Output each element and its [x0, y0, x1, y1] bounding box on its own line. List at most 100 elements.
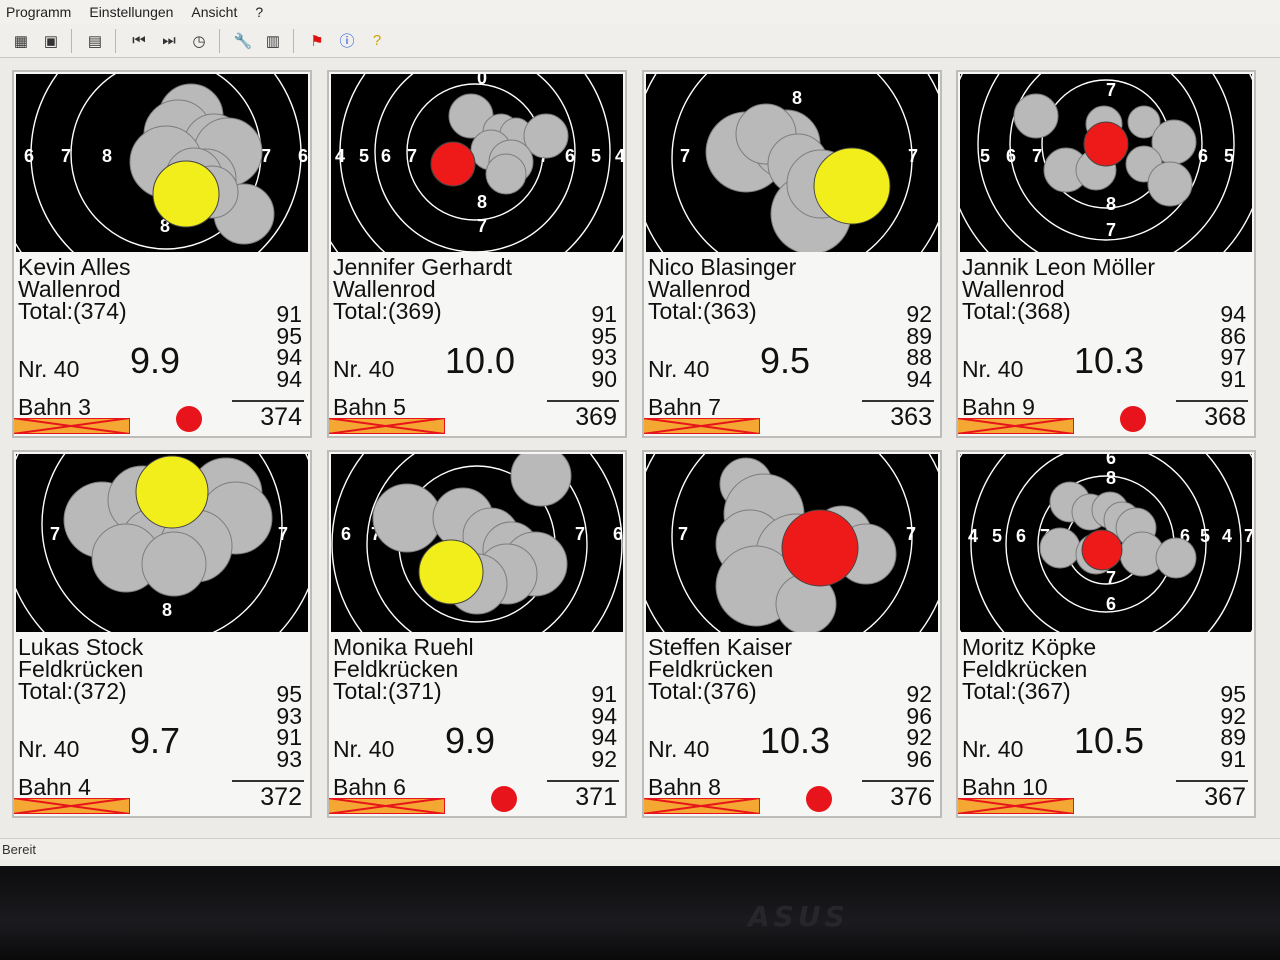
grand-total: 376 [890, 783, 932, 811]
shot-hole [1013, 93, 1059, 139]
ring-label: 8 [1106, 194, 1116, 214]
series-score: 93 [276, 745, 302, 772]
grand-total: 367 [1204, 783, 1246, 811]
sum-divider [1176, 400, 1248, 402]
lane-label: Bahn 5 [333, 394, 406, 420]
help-icon[interactable]: ? [372, 32, 382, 49]
shooter-card[interactable]: 7 7 Steffen Kaiser Feldkrücken Total:(376) 92… [642, 450, 942, 818]
last-shot-marker [813, 147, 891, 225]
ring-label: 5 [591, 146, 601, 166]
series-score: 92 [906, 724, 932, 750]
series-score: 95 [276, 322, 302, 349]
next-icon[interactable]: ⏭ [162, 32, 176, 49]
shooter-card[interactable]: 7 7 8 Lukas Stock Feldkrücken Total:(372) 95 93… [12, 450, 312, 818]
shooter-card[interactable]: 7 8 7 Nico Blasinger Wallenrod Total:(363) 92 8… [642, 70, 942, 438]
series-score: 95 [591, 322, 617, 349]
last-shot-marker [152, 160, 220, 228]
ring-label: 7 [261, 146, 271, 166]
series-score: 88 [906, 344, 932, 370]
series-score: 86 [1220, 322, 1246, 349]
ring-label: 5 [1200, 526, 1210, 546]
shooter-club: Wallenrod [962, 276, 1065, 302]
last-shot-value: 9.5 [760, 340, 811, 381]
sum-divider [547, 780, 619, 782]
ring-label: 4 [968, 526, 978, 546]
menu-einstellungen[interactable]: Einstellungen [89, 4, 174, 20]
series-score: 92 [591, 745, 617, 772]
status-dot-icon [1120, 406, 1146, 432]
ring-label: 7 [477, 216, 487, 236]
status-dot-icon [806, 786, 832, 812]
menu-ansicht[interactable]: Ansicht [191, 4, 238, 20]
lane-status-bar [329, 418, 445, 434]
monitor-bezel: ASUS [0, 866, 1280, 960]
last-shot-value: 9.7 [130, 720, 181, 761]
series-scores: 94 86 97 91 [1206, 301, 1246, 392]
running-total: Total:(369) [333, 298, 442, 324]
info-icon[interactable]: ⓘ [339, 33, 355, 50]
shooter-card[interactable]: 567865787Jannik Leon MöllerWallenrodTota… [956, 70, 1256, 438]
flag-icon[interactable]: ⚑ [310, 32, 324, 50]
status-text: Bereit [2, 842, 36, 857]
series-score: 92 [1220, 702, 1246, 729]
target-ring [671, 454, 913, 632]
lane-label: Bahn 3 [18, 394, 91, 420]
series-score: 95 [1220, 681, 1246, 707]
clock-icon[interactable]: ◷ [192, 32, 206, 50]
series-score: 89 [906, 322, 932, 349]
grid-view-icon[interactable]: ▦ [13, 32, 29, 50]
last-shot-value: 9.9 [130, 340, 181, 381]
save-icon[interactable]: ▤ [87, 32, 103, 50]
shooter-card[interactable]: 456765478766Moritz KöpkeFeldkrückenTotal… [956, 450, 1256, 818]
shooter-card[interactable]: 67768Monika RuehlFeldkrückenTotal:(371)9… [327, 450, 627, 818]
target-view: 7 8 7 [646, 74, 938, 252]
series-score: 90 [591, 365, 617, 392]
series-scores: 95 93 91 93 [262, 683, 302, 772]
ring-label: 7 [278, 524, 288, 544]
status-dot-icon [491, 786, 517, 812]
lane-label: Bahn 4 [18, 774, 91, 800]
menu-bar: Programm Einstellungen Ansicht ? [0, 0, 1280, 24]
ring-label: 4 [1222, 526, 1232, 546]
list-icon[interactable]: ▥ [265, 32, 281, 50]
multi-target-icon[interactable]: ▣ [43, 32, 59, 50]
running-total: Total:(368) [962, 298, 1071, 324]
shooter-card[interactable]: 45677654870Jennifer GerhardtWallenrodTot… [327, 70, 627, 438]
last-shot-value: 10.0 [445, 340, 516, 381]
shot-hole [510, 454, 572, 507]
target-view: 7 7 8 [16, 454, 308, 632]
sum-divider [1176, 780, 1248, 782]
series-score: 94 [906, 365, 932, 392]
lane-label: Bahn 10 [962, 774, 1048, 800]
series-scores: 91 95 93 90 [577, 303, 617, 392]
shot-hole [141, 531, 207, 597]
first-icon[interactable]: ⏮ [132, 32, 146, 49]
series-score: 91 [1220, 365, 1246, 392]
running-total: Total:(372) [18, 678, 127, 704]
shot-number: Nr. 40 [648, 736, 710, 762]
menu-help[interactable]: ? [255, 4, 264, 20]
series-scores: 91 95 94 94 [262, 303, 302, 390]
shot-hole [1147, 161, 1193, 207]
series-score: 94 [591, 724, 617, 750]
series-score: 96 [906, 745, 932, 772]
ring-label: 6 [1198, 146, 1208, 166]
shooter-club: Feldkrücken [648, 656, 774, 682]
target-view: 6 7 8 7 6 8 [16, 74, 308, 252]
series-scores: 92 89 88 94 [892, 303, 932, 392]
shooter-club: Feldkrücken [333, 656, 459, 682]
running-total: Total:(363) [648, 298, 757, 324]
ring-label: 6 [1106, 454, 1116, 468]
ring-label: 8 [160, 216, 170, 236]
series-scores: 91 94 94 92 [577, 683, 617, 772]
shooter-name: Steffen Kaiser [648, 634, 793, 660]
lane-label: Bahn 8 [648, 774, 721, 800]
running-total: Total:(374) [18, 298, 127, 324]
menu-programm[interactable]: Programm [6, 4, 72, 20]
series-score: 94 [1220, 301, 1246, 327]
shooter-card[interactable]: 6 7 8 7 6 8 Kevin Alles Wallenrod Total:(374) 91 9… [12, 70, 312, 438]
sum-divider [547, 400, 619, 402]
wrench-icon[interactable]: 🔧 [233, 32, 253, 50]
ring-label: 7 [1106, 220, 1116, 240]
status-dot-icon [176, 406, 202, 432]
